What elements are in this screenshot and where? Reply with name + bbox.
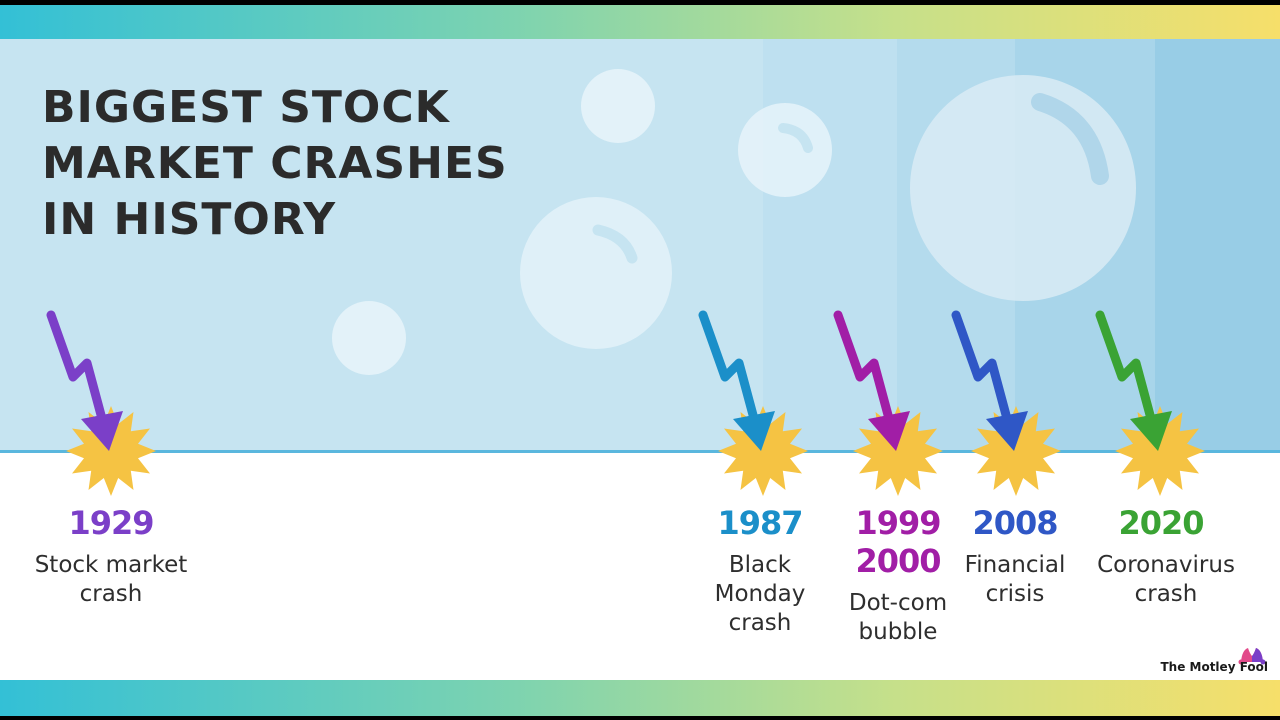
bubble-icon — [738, 103, 832, 197]
bubble-shine-icon — [1031, 93, 1109, 185]
crash-arrow-icon — [833, 310, 893, 420]
bottom-gradient-bar — [0, 680, 1280, 716]
arrow-head-icon — [986, 411, 1028, 451]
arrow-head-icon — [733, 411, 775, 451]
arrow-head-icon — [868, 411, 910, 451]
arrow-head-icon — [81, 411, 123, 451]
arrow-head-icon — [1130, 411, 1172, 451]
bubble-shine-icon — [592, 224, 638, 264]
bubble-icon — [581, 69, 655, 143]
bubble-icon — [520, 197, 672, 349]
crash-arrow-icon — [46, 310, 106, 420]
top-gradient-bar — [0, 5, 1280, 39]
event-label-1999-2000: Dot-com bubble — [848, 590, 948, 645]
starburst-icon — [853, 406, 943, 496]
event-year-2020: 2020 — [1118, 504, 1204, 542]
bubble-shine-icon — [778, 123, 813, 153]
crash-markers — [46, 310, 1205, 496]
brand-logo: The Motley Fool — [1128, 644, 1272, 678]
starburst-icon — [971, 406, 1061, 496]
jester-hat-icon — [1238, 648, 1266, 665]
event-label-2008: Financial crisis — [964, 552, 1066, 607]
bubble-icon — [910, 75, 1136, 301]
starburst-icon — [66, 406, 156, 496]
starburst-icon — [718, 406, 808, 496]
event-year-1987: 1987 — [717, 504, 803, 542]
ground-panel — [0, 450, 1280, 680]
crash-arrow-icon — [1095, 310, 1155, 420]
event-label-2020: Coronavirus crash — [1097, 552, 1235, 607]
event-year-2008: 2008 — [972, 504, 1058, 542]
crash-arrow-icon — [951, 310, 1011, 420]
bubble-group — [332, 69, 1136, 375]
bubble-icon — [332, 301, 406, 375]
starburst-icon — [1115, 406, 1205, 496]
crash-arrow-icon — [698, 310, 758, 420]
event-year-1999-2000: 1999 2000 — [855, 504, 941, 580]
page-title: BIGGEST STOCK MARKET CRASHES IN HISTORY — [42, 82, 508, 245]
event-label-1987: Black Monday crash — [714, 552, 806, 636]
event-year-1929: 1929 — [68, 504, 154, 542]
event-label-1929: Stock market crash — [34, 552, 188, 607]
sky-band — [1155, 39, 1280, 450]
brand-name: The Motley Fool — [1160, 660, 1268, 674]
